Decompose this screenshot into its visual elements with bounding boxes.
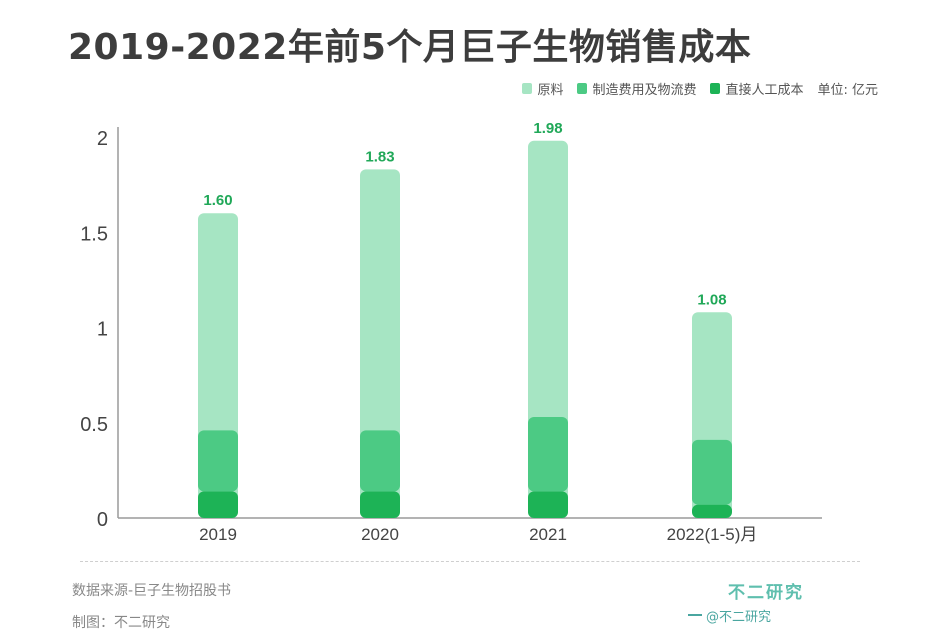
- bar-total-label: 1.83: [365, 148, 394, 165]
- chart-title: 2019-2022年前5个月巨子生物销售成本: [68, 27, 752, 68]
- y-tick-label: 1.5: [80, 223, 108, 245]
- x-tick-label: 2019: [199, 525, 237, 544]
- bar-segment-labor: [528, 491, 568, 518]
- legend-label-labor: 直接人工成本: [725, 83, 804, 98]
- bar-segment-manufacturing: [528, 417, 568, 492]
- bar-segment-manufacturing: [360, 430, 400, 492]
- legend-label-manufacturing: 制造费用及物流费: [592, 83, 697, 98]
- stacked-bar-chart: 0 0.5 1 1.5 2 1.60 2019 1.83 2020 1.98 2021 1.08 202…: [80, 120, 822, 544]
- legend-swatch-labor: [710, 83, 721, 94]
- bar-segment-labor: [692, 504, 732, 518]
- footer-divider: [80, 561, 860, 562]
- legend-swatch-raw-material: [522, 83, 533, 94]
- legend-item-labor: 直接人工成本: [710, 79, 803, 98]
- chart-legend: 原料 制造费用及物流费 直接人工成本 单位: 亿元: [522, 79, 878, 98]
- x-tick-label: 2022(1-5)月: [667, 525, 758, 544]
- y-tick-label: 1: [97, 319, 108, 341]
- legend-swatch-manufacturing: [577, 83, 588, 94]
- brand-handle: @不二研究: [706, 610, 772, 625]
- x-tick-label: 2021: [529, 525, 567, 544]
- bar-segment-manufacturing: [198, 430, 238, 492]
- x-tick-label: 2020: [361, 525, 399, 544]
- brand-underline: [688, 614, 702, 616]
- bar-total-label: 1.08: [697, 291, 726, 308]
- y-tick-label: 0: [97, 509, 108, 531]
- bar-total-label: 1.98: [533, 120, 562, 137]
- bar-segment-labor: [198, 491, 238, 518]
- y-tick-label: 0.5: [80, 414, 108, 436]
- bar-segment-manufacturing: [692, 439, 732, 505]
- unit-label: 单位: 亿元: [817, 83, 878, 98]
- legend-label-raw-material: 原料: [537, 83, 564, 98]
- bar-segment-labor: [360, 491, 400, 518]
- y-tick-label: 2: [97, 128, 108, 150]
- bar-total-label: 1.60: [203, 192, 232, 209]
- legend-item-manufacturing: 制造费用及物流费: [577, 79, 696, 98]
- brand-name: 不二研究: [728, 583, 804, 603]
- legend-item-raw-material: 原料: [522, 79, 563, 98]
- chart-maker: 制图：不二研究: [72, 615, 170, 631]
- data-source: 数据来源-巨子生物招股书: [72, 583, 232, 599]
